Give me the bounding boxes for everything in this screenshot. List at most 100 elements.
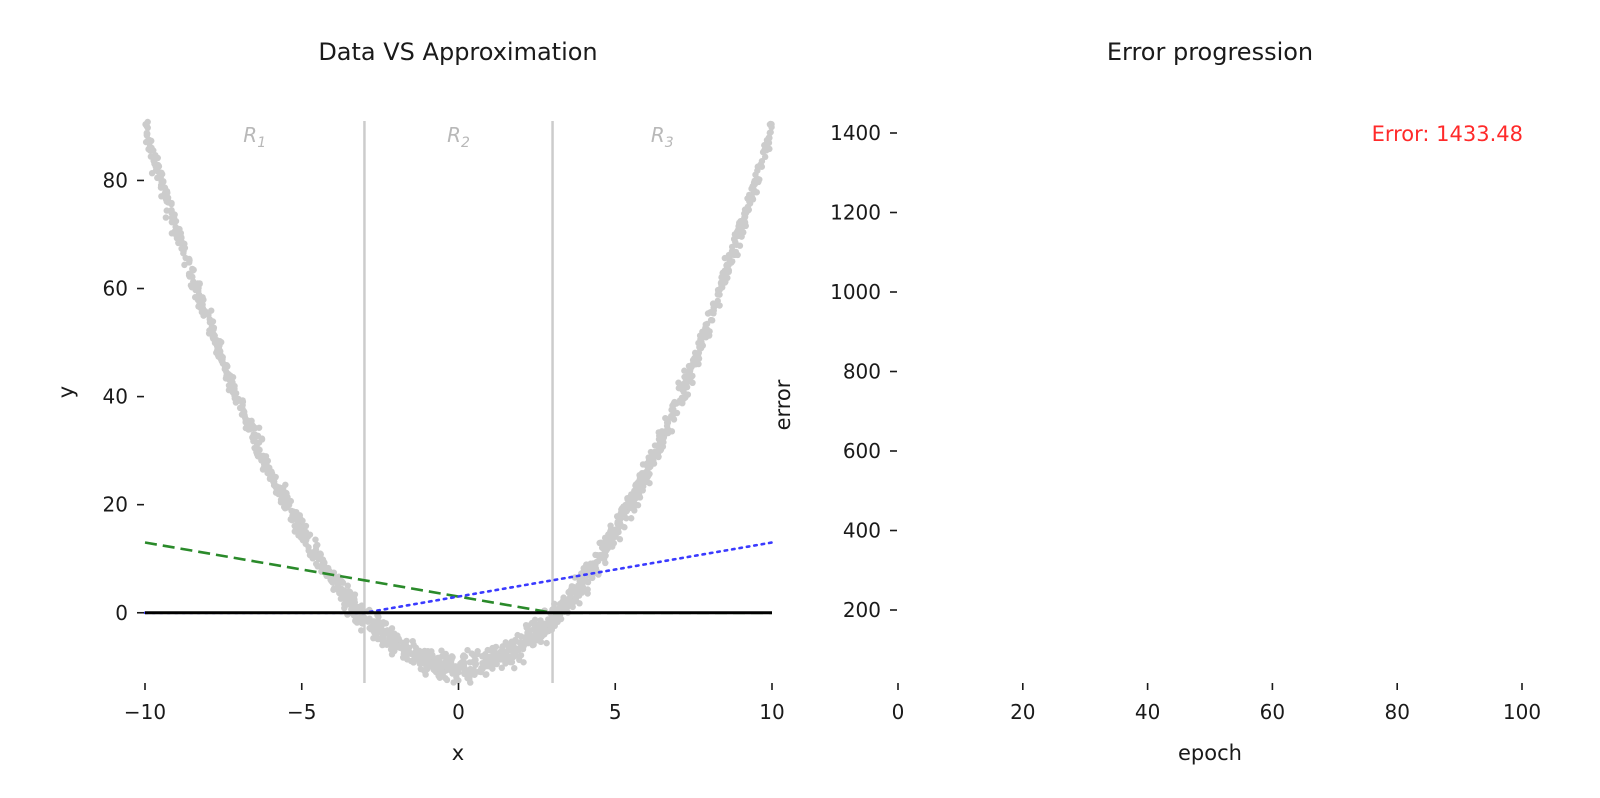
data-point xyxy=(270,482,278,489)
data-point xyxy=(299,517,306,524)
approximation-line-dotted xyxy=(143,541,774,615)
data-point xyxy=(163,207,170,214)
data-point xyxy=(302,522,310,530)
data-point xyxy=(624,496,631,503)
data-point xyxy=(305,544,312,551)
data-point xyxy=(635,489,642,496)
data-point xyxy=(616,520,624,528)
data-point xyxy=(358,627,365,634)
data-point xyxy=(604,544,612,552)
data-point xyxy=(414,651,421,659)
data-point xyxy=(410,641,417,649)
data-point xyxy=(178,238,185,246)
data-point xyxy=(732,238,739,246)
data-point xyxy=(613,513,621,520)
data-point xyxy=(216,348,224,356)
data-point xyxy=(310,551,318,558)
data-point xyxy=(704,326,711,334)
data-point xyxy=(344,594,351,601)
data-point xyxy=(723,262,730,269)
x-tick-label: 20 xyxy=(1010,700,1035,724)
data-point xyxy=(655,443,662,450)
data-point xyxy=(264,457,272,465)
data-point xyxy=(685,362,693,370)
data-point xyxy=(690,356,698,363)
data-point xyxy=(506,657,513,664)
y-tick-label: 60 xyxy=(103,277,128,301)
data-point xyxy=(458,659,465,666)
data-point xyxy=(524,629,531,637)
data-point xyxy=(377,622,384,630)
approximation-line-dashed xyxy=(144,541,772,615)
data-point xyxy=(483,671,490,678)
x-tick-label: 0 xyxy=(892,700,905,724)
data-point xyxy=(520,643,527,650)
data-point xyxy=(579,587,587,594)
data-point xyxy=(448,660,455,667)
data-point xyxy=(450,669,458,676)
data-point xyxy=(239,398,247,406)
data-point xyxy=(738,233,745,240)
data-point xyxy=(350,602,358,609)
data-point xyxy=(207,327,215,335)
data-point xyxy=(374,635,382,643)
y-tick-label: 20 xyxy=(103,493,128,517)
data-point xyxy=(461,653,469,660)
x-tick-label: 10 xyxy=(759,700,784,724)
data-point xyxy=(312,536,319,543)
data-point xyxy=(589,565,596,573)
data-point xyxy=(508,643,515,650)
data-point xyxy=(594,551,601,559)
y-tick-label: 1400 xyxy=(830,121,881,145)
data-point xyxy=(768,123,775,131)
data-point xyxy=(230,384,238,391)
data-point xyxy=(755,163,762,171)
x-tick-label: 0 xyxy=(452,700,465,724)
data-point xyxy=(396,644,404,651)
data-point xyxy=(406,649,413,656)
data-point xyxy=(196,280,203,287)
data-point xyxy=(566,601,573,609)
data-point xyxy=(576,600,583,607)
data-point xyxy=(761,147,768,154)
data-point xyxy=(157,184,165,191)
data-point xyxy=(716,302,723,309)
data-point xyxy=(297,534,305,541)
data-point xyxy=(344,582,351,589)
y-tick-label: 1200 xyxy=(830,201,881,225)
data-point xyxy=(543,639,550,647)
data-point xyxy=(709,300,717,308)
data-point xyxy=(283,490,290,497)
data-point xyxy=(735,222,743,230)
data-point xyxy=(632,482,639,489)
data-point xyxy=(391,630,398,637)
data-vs-approximation-chart: Data VS Approximation R1 R2 R3 −10 −5 0 5 10 0… xyxy=(54,38,785,765)
data-point xyxy=(188,273,195,280)
data-point xyxy=(281,503,288,511)
data-point xyxy=(565,595,572,603)
data-point xyxy=(516,656,523,664)
data-point xyxy=(181,261,188,269)
data-point xyxy=(174,232,181,239)
data-point xyxy=(643,477,650,484)
y-tick-label: 80 xyxy=(103,168,128,192)
x-tick-label: 5 xyxy=(609,700,622,724)
data-point xyxy=(584,568,591,575)
x-axis-ticks: 0 20 40 60 80 100 xyxy=(892,683,1541,724)
data-point xyxy=(188,283,196,290)
data-point xyxy=(682,394,689,401)
data-point xyxy=(464,646,471,654)
data-point xyxy=(545,627,552,635)
data-point xyxy=(474,648,481,655)
y-axis-ticks: 0 20 40 60 80 xyxy=(103,168,144,625)
data-point xyxy=(582,563,590,570)
data-point xyxy=(356,618,363,625)
data-point xyxy=(157,169,165,176)
data-point xyxy=(146,143,154,150)
data-point xyxy=(382,620,390,627)
data-point xyxy=(488,656,495,664)
data-point xyxy=(438,647,445,654)
data-point xyxy=(531,632,539,639)
data-point xyxy=(154,154,161,162)
y-tick-label: 1000 xyxy=(830,280,881,304)
